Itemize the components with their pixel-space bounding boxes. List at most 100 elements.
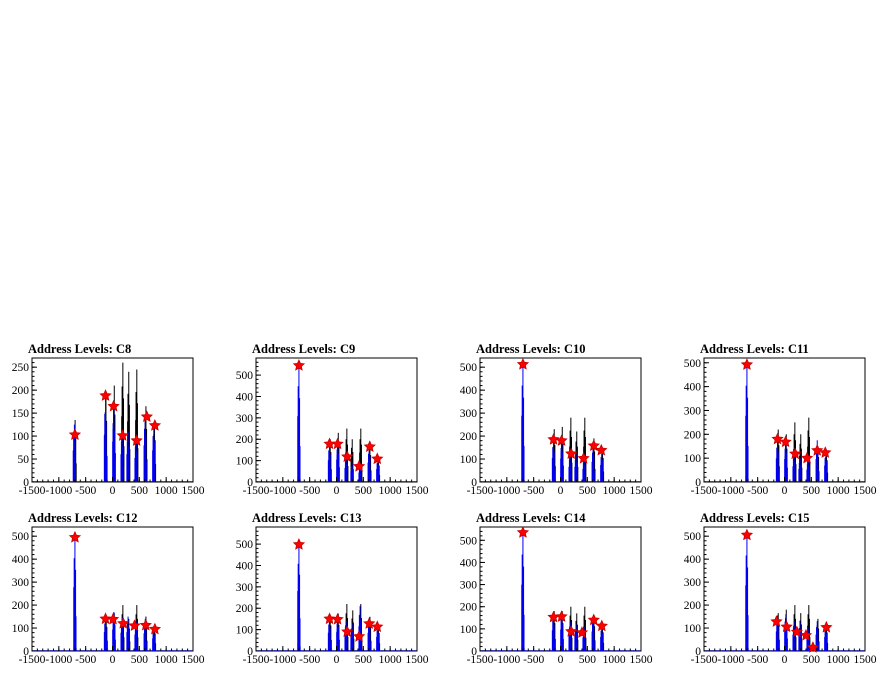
y-tick-label: 300 <box>12 577 30 589</box>
peak-marker <box>352 459 366 472</box>
y-tick-label: 400 <box>12 554 30 566</box>
y-tick-label: 0 <box>247 477 253 489</box>
histogram-plot: 0 50 100 150 200 250 -1500 -1000 -500 0 500 1000 150… <box>12 357 205 497</box>
peak-marker <box>587 439 600 451</box>
histogram-plot: 0 100 200 300 400 500 -1500 -1000 -500 0 500 1000 15… <box>12 526 205 666</box>
y-tick-label: 0 <box>695 646 701 658</box>
peak-marker <box>595 619 608 632</box>
y-tick-label: 300 <box>460 408 478 420</box>
x-tick-label: 1000 <box>827 485 850 497</box>
x-tick-label: 1000 <box>379 485 402 497</box>
y-tick-label: 300 <box>236 582 254 594</box>
peak-marker <box>68 530 82 543</box>
y-tick-label: 0 <box>23 477 29 489</box>
peak-marker <box>99 612 112 625</box>
y-tick-label: 200 <box>684 429 702 441</box>
chart-panel: 0 100 200 300 400 500 -1500 -1000 -500 0 500 1000 15… <box>448 338 672 506</box>
y-tick-label: 100 <box>236 456 254 468</box>
x-tick-label: -500 <box>523 485 544 497</box>
peak-marker <box>771 432 784 445</box>
x-tick-label: 0 <box>558 485 564 497</box>
x-tick-label: -500 <box>299 654 320 666</box>
y-tick-label: 200 <box>12 600 30 612</box>
peak-marker <box>780 620 793 633</box>
peak-marker <box>800 451 814 464</box>
x-tick-label: -1000 <box>269 485 296 497</box>
peak-marker <box>789 447 802 460</box>
peak-marker <box>68 428 82 440</box>
x-tick-label: -1500 <box>19 654 46 666</box>
y-tick-label: 100 <box>684 623 702 635</box>
peak-marker <box>139 618 152 631</box>
chart-panel: 0 100 200 300 400 500 -1500 -1000 -500 0 500 1000 15… <box>224 338 448 506</box>
peak-marker <box>117 616 130 629</box>
x-tick-label: -500 <box>747 654 768 666</box>
peak-marker <box>790 625 803 638</box>
blue-series <box>297 362 380 482</box>
x-tick-label: 1000 <box>603 485 626 497</box>
x-tick-label: -1000 <box>493 485 520 497</box>
plot-frame <box>255 526 418 652</box>
x-tick-label: 1000 <box>155 485 178 497</box>
x-tick-label: 1000 <box>603 654 626 666</box>
peak-marker <box>547 433 560 445</box>
peak-marker <box>292 359 306 371</box>
peak-marker <box>799 628 813 641</box>
histogram-plot: 0 100 200 300 400 500 -1500 -1000 -500 0 500 1000 15… <box>684 357 877 497</box>
y-tick-label: 100 <box>460 454 478 466</box>
x-tick-label: 0 <box>110 654 116 666</box>
y-tick-label: 500 <box>684 531 702 543</box>
peak-marker <box>106 612 120 625</box>
x-tick-label: 500 <box>579 654 597 666</box>
peak-marker <box>820 620 833 633</box>
peak-marker <box>107 399 120 412</box>
peak-marker <box>770 615 783 627</box>
histogram-plot: 0 100 200 300 400 500 -1500 -1000 -500 0 500 1000 15… <box>684 526 877 666</box>
x-tick-label: -1500 <box>19 485 46 497</box>
y-tick-label: 150 <box>12 408 30 420</box>
peak-marker <box>740 358 754 370</box>
y-tick-label: 400 <box>460 385 478 397</box>
histogram-plot: 0 100 200 300 400 500 -1500 -1000 -500 0 500 1000 15… <box>460 526 653 666</box>
peak-marker <box>341 625 354 637</box>
y-tick-label: 0 <box>695 477 701 489</box>
x-tick-label: 0 <box>558 654 564 666</box>
y-tick-label: 400 <box>236 391 254 403</box>
y-tick-label: 500 <box>684 358 702 370</box>
x-tick-label: -1000 <box>717 485 744 497</box>
x-tick-label: -500 <box>299 485 320 497</box>
chart-title: Address Levels: C9 <box>252 342 356 356</box>
x-tick-label: 1500 <box>182 654 205 666</box>
peak-marker <box>331 437 344 450</box>
peak-marker <box>371 620 384 633</box>
y-tick-label: 100 <box>684 453 702 465</box>
x-tick-label: -500 <box>747 485 768 497</box>
y-tick-label: 200 <box>460 602 478 614</box>
x-tick-label: -1500 <box>691 485 718 497</box>
y-tick-label: 0 <box>471 477 477 489</box>
x-tick-label: 500 <box>803 485 821 497</box>
x-tick-label: 1500 <box>406 485 429 497</box>
x-tick-label: 500 <box>355 485 373 497</box>
y-tick-label: 400 <box>460 557 478 569</box>
peak-marker <box>565 447 578 459</box>
x-tick-label: -500 <box>523 654 544 666</box>
peak-marker <box>587 613 600 626</box>
chart-title: Address Levels: C10 <box>476 342 586 356</box>
x-tick-label: -1500 <box>243 654 270 666</box>
peak-marker <box>363 617 376 629</box>
x-tick-label: -1000 <box>493 654 520 666</box>
blue-series <box>72 397 156 482</box>
peak-marker <box>292 538 306 550</box>
peak-marker <box>148 419 162 431</box>
peak-marker <box>352 629 366 642</box>
y-tick-label: 300 <box>684 405 702 417</box>
histogram-plot: 0 100 200 300 400 500 -1500 -1000 -500 0 500 1000 15… <box>236 357 429 497</box>
x-tick-label: 0 <box>782 654 788 666</box>
y-tick-label: 500 <box>12 531 30 543</box>
y-tick-label: 400 <box>236 560 254 572</box>
x-tick-label: 1500 <box>630 485 653 497</box>
peak-marker <box>331 612 344 625</box>
x-tick-label: -1000 <box>45 485 72 497</box>
x-tick-label: 1000 <box>827 654 850 666</box>
